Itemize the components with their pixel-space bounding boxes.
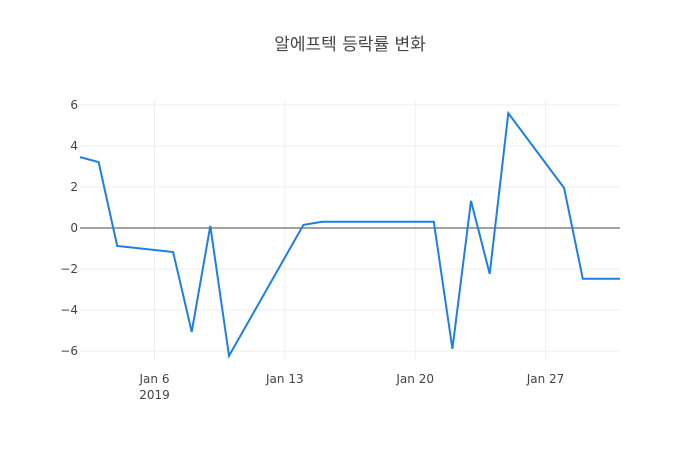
plot-area[interactable]: [79, 110, 620, 359]
x-tick-label: Jan 6: [139, 372, 170, 386]
y-tick-label: −2: [60, 262, 78, 276]
chart-title: 알에프텍 등락률 변화: [274, 35, 426, 55]
grid-lines: [80, 100, 620, 360]
x-tick-label: Jan 27: [526, 372, 565, 386]
y-tick-label: 0: [70, 221, 78, 235]
x-tick-label: Jan 20: [395, 372, 434, 386]
y-tick-label: 6: [70, 98, 78, 112]
y-tick-label: 4: [70, 139, 78, 153]
y-tick-label: 2: [70, 180, 78, 194]
x-axis-ticks: Jan 6 2019 Jan 13 Jan 20 Jan 27: [139, 372, 565, 402]
y-axis-ticks: 6 4 2 0 −2 −4 −6: [60, 98, 78, 358]
x-tick-year-label: 2019: [139, 388, 170, 402]
y-tick-label: −6: [60, 344, 78, 358]
x-tick-label: Jan 13: [265, 372, 304, 386]
series-line[interactable]: [79, 110, 620, 359]
y-tick-label: −4: [60, 303, 78, 317]
